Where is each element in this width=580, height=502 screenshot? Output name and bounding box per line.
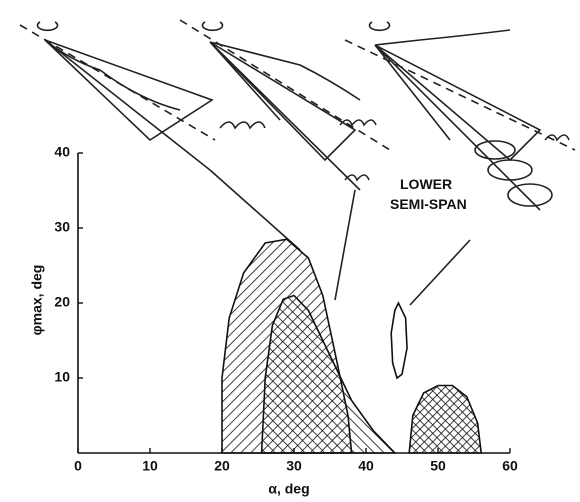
x-tick-label: 20 (214, 458, 230, 474)
x-tick-label: 40 (358, 458, 374, 474)
y-axis-label: φmax, deg (29, 265, 45, 336)
x-axis-label: α, deg (268, 481, 309, 497)
aircraft-sketches (19, 19, 576, 306)
y-tick-label: 30 (54, 219, 70, 235)
region (408, 384, 483, 454)
y-tick-label: 20 (54, 294, 70, 310)
x-tick-label: 10 (142, 458, 158, 474)
x-tick-label: 0 (74, 458, 82, 474)
x-tick-label: 60 (502, 458, 518, 474)
region (390, 301, 408, 380)
x-tick-label: 50 (430, 458, 446, 474)
y-tick-label: 40 (54, 144, 70, 160)
annotation: LOWER SEMI-SPAN (390, 176, 467, 212)
x-tick-label: 30 (286, 458, 302, 474)
y-tick-label: 10 (54, 369, 70, 385)
region (260, 294, 397, 454)
